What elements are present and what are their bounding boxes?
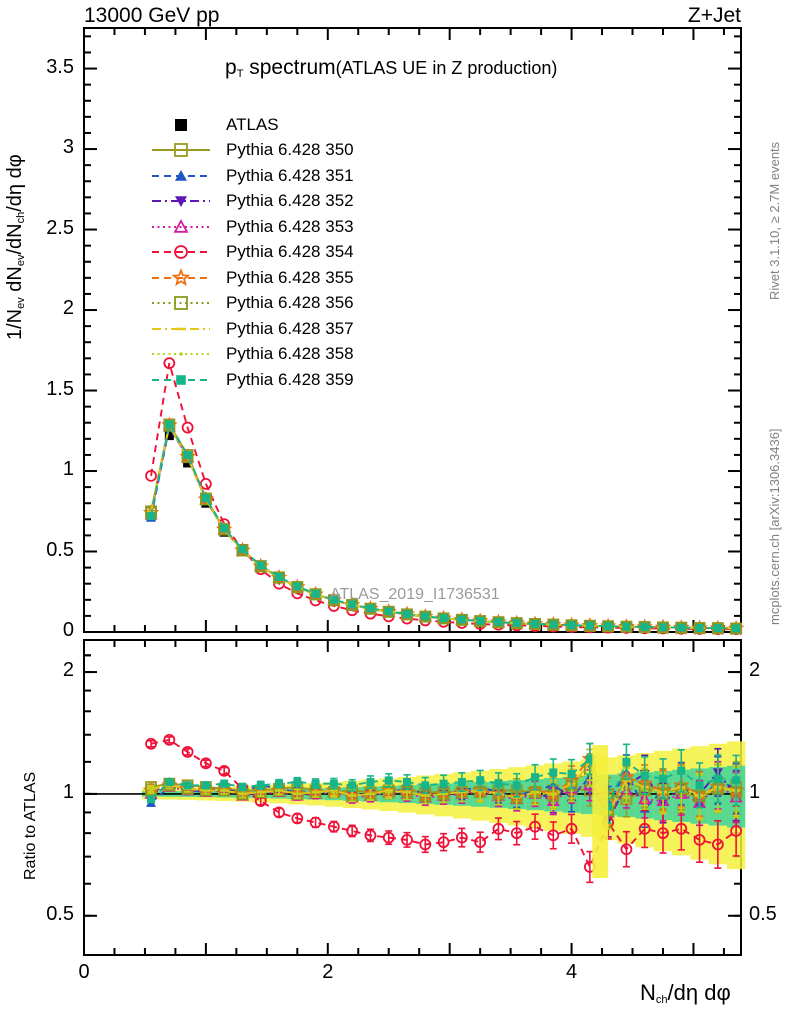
legend-marker-triangle-up	[152, 169, 210, 181]
legend-item-label: Pythia 6.428 354	[226, 242, 354, 262]
xtick-label: 4	[566, 961, 578, 983]
plot-title-pt: p	[225, 56, 237, 79]
legend-marker-square-filled-sm	[152, 374, 210, 385]
legend-item[interactable]: Pythia 6.428 357	[150, 316, 354, 342]
legend-item-label: Pythia 6.428 352	[226, 191, 354, 211]
side-annotation-mcplots: mcplots.cern.ch [arXiv:1306.3436]	[767, 428, 782, 625]
main-ytick-label: 3	[62, 136, 74, 159]
legend-item[interactable]: Pythia 6.428 351	[150, 163, 354, 189]
legend-item[interactable]: Pythia 6.428 356	[150, 291, 354, 317]
watermark-label: ATLAS_2019_I1736531	[330, 586, 500, 603]
plot-title-subscript: T	[236, 68, 244, 80]
xtick-label: 0	[78, 961, 90, 983]
legend-marker-square-open	[152, 143, 210, 158]
ratio-ytick-label-right: 0.5	[749, 902, 777, 925]
ratio-ytick-label-right: 1	[749, 780, 761, 803]
header-right-label: Z+Jet	[687, 4, 741, 27]
plot-title-paren: (ATLAS UE in Z production)	[335, 58, 558, 78]
legend-marker-circle-open	[152, 245, 210, 260]
legend-item[interactable]: Pythia 6.428 353	[150, 214, 354, 240]
ratio-ytick-label: 2	[62, 659, 74, 682]
legend-marker-triangle-down	[152, 196, 210, 208]
legend-item-label: Pythia 6.428 356	[226, 293, 354, 313]
legend-item-label: Pythia 6.428 350	[226, 140, 354, 160]
xaxis-label: Nch/dη dφ	[640, 980, 731, 1006]
legend: ATLAS Pythia 6.428 350 Pythia 6.428 351 Pyt…	[150, 112, 354, 393]
xaxis-label-main: N	[640, 980, 656, 1005]
legend-marker-square-filled	[175, 118, 187, 131]
legend-item[interactable]: Pythia 6.428 359	[150, 367, 354, 393]
legend-item[interactable]: Pythia 6.428 352	[150, 189, 354, 215]
ratio-plot-canvas	[83, 639, 746, 956]
legend-item[interactable]: Pythia 6.428 350	[150, 138, 354, 164]
xaxis-label-subscript: ch	[655, 994, 668, 1006]
legend-marker-star-open	[152, 267, 210, 286]
legend-item-label: Pythia 6.428 351	[226, 165, 354, 185]
legend-marker-triangle-up-open	[152, 218, 210, 233]
main-plot-canvas	[83, 27, 745, 636]
main-ytick-label: 1	[62, 458, 74, 481]
legend-item[interactable]: Pythia 6.428 354	[150, 240, 354, 266]
legend-item[interactable]: ATLAS	[150, 112, 354, 138]
legend-marker-square-open	[152, 296, 210, 311]
main-ytick-label: 2	[62, 297, 74, 320]
legend-item-label: Pythia 6.428 357	[226, 318, 354, 338]
side-annotation-rivet: Rivet 3.1.10, ≥ 2.7M events	[767, 141, 782, 300]
legend-marker-dot-small	[152, 352, 210, 357]
legend-item[interactable]: Pythia 6.428 355	[150, 265, 354, 291]
legend-item[interactable]: Pythia 6.428 358	[150, 342, 354, 368]
main-ytick-label: 3.5	[46, 55, 74, 78]
legend-item-label: Pythia 6.428 358	[226, 344, 354, 364]
ratio-ytick-label-right: 2	[749, 659, 761, 682]
main-ytick-label: 0.5	[46, 538, 74, 561]
xtick-label: 2	[322, 961, 334, 983]
legend-item-label: Pythia 6.428 355	[226, 267, 354, 287]
main-ytick-label: 1.5	[46, 377, 74, 400]
plot-title: pT spectrum(ATLAS UE in Z production)	[225, 56, 557, 80]
legend-item-label: Pythia 6.428 359	[226, 369, 354, 389]
legend-item-label: ATLAS	[226, 114, 279, 134]
xaxis-label-rest: /dη dφ	[667, 980, 731, 1005]
ratio-ytick-label: 0.5	[46, 902, 74, 925]
main-ytick-label: 2.5	[46, 216, 74, 239]
main-ylabel: 1/Nev dNev/dNch/dη dφ	[4, 154, 27, 340]
plot-title-rest: spectrum	[243, 56, 336, 79]
legend-marker-dash-small	[152, 327, 210, 331]
legend-item-label: Pythia 6.428 353	[226, 216, 354, 236]
ratio-ytick-label: 1	[62, 780, 74, 803]
header-left-label: 13000 GeV pp	[84, 4, 220, 27]
main-ytick-label: 0	[62, 619, 74, 641]
